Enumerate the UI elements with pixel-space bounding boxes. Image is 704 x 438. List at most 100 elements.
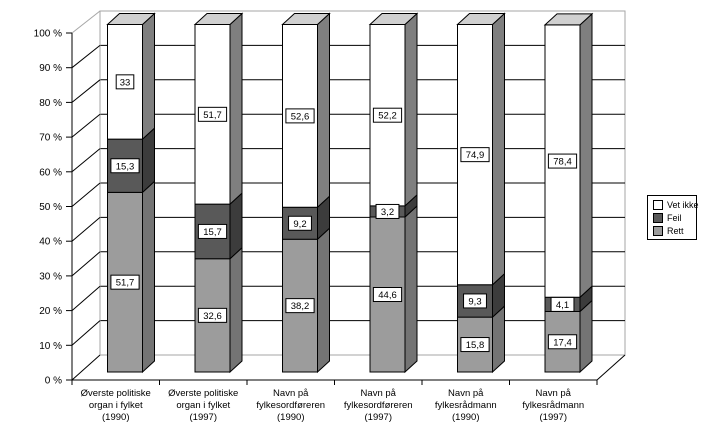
x-category-label: organ i fylket (176, 400, 230, 411)
wall-diagonal-90 (71, 45, 101, 69)
y-tick-label: 50 % (39, 202, 62, 213)
data-label-box (197, 307, 228, 323)
data-label: 15,8 (466, 340, 485, 351)
bar-side-Rett (579, 299, 593, 374)
bar-side-Vet ikke (404, 12, 418, 208)
data-label-box (463, 293, 487, 309)
data-label: 3,2 (381, 207, 394, 218)
y-tick-label: 0 % (45, 376, 62, 387)
data-label-box (110, 274, 140, 290)
wall-diagonal-30 (71, 251, 101, 277)
x-category-label: (1990) (102, 412, 129, 423)
data-label-box (460, 337, 490, 353)
data-label-box (285, 108, 315, 124)
y-tick-label: 80 % (39, 98, 62, 109)
data-label-box (197, 223, 228, 239)
data-label-box (375, 203, 400, 219)
data-label: 74,9 (466, 150, 485, 161)
data-label: 9,2 (293, 219, 306, 230)
legend-label: Feil (667, 213, 682, 223)
data-label-box (460, 147, 490, 163)
bar-top-Vet ikke (368, 13, 419, 25)
legend-item-vet-ikke: Vet ikke (653, 200, 699, 210)
bar-top-Vet ikke (193, 13, 244, 25)
data-label-box (197, 106, 228, 122)
plot-left-wall (72, 11, 100, 380)
data-label-box (372, 107, 403, 123)
legend-label: Rett (667, 226, 684, 236)
data-label: 52,2 (378, 111, 397, 122)
data-label-box (285, 298, 315, 314)
bar-top-Vet ikke (281, 13, 331, 25)
y-tick-label: 20 % (39, 306, 62, 317)
wall-diagonal-0 (71, 354, 101, 381)
data-label-box (547, 334, 578, 350)
wall-diagonal-20 (71, 285, 101, 311)
bar-side-Vet ikke (229, 12, 243, 206)
x-category-label: fylkesrådmann (522, 400, 584, 411)
data-label: 9,3 (468, 296, 481, 307)
bar-side-Vet ikke (579, 12, 593, 299)
x-category-label: Øverste politiske (81, 388, 151, 399)
y-tick-label: 100 % (34, 29, 62, 40)
x-category-label: Navn på (448, 388, 484, 399)
data-label: 17,4 (553, 337, 572, 348)
data-label-box (550, 296, 575, 312)
wall-diagonal-10 (71, 320, 101, 346)
legend-swatch-icon (653, 200, 663, 210)
legend-item-rett: Rett (653, 226, 693, 236)
bar-top-Vet ikke (106, 13, 156, 25)
data-label-box (288, 215, 312, 231)
data-label-box (372, 287, 403, 303)
x-category-label: Øverste politiske (168, 388, 238, 399)
y-tick-label: 90 % (39, 63, 62, 74)
x-category-label: Navn på (273, 388, 309, 399)
y-tick-label: 60 % (39, 167, 62, 178)
data-label-box (115, 74, 135, 90)
data-label: 44,6 (378, 290, 397, 301)
data-label: 33 (120, 77, 131, 88)
x-category-label: organ i fylket (89, 400, 143, 411)
data-label: 51,7 (116, 278, 135, 289)
data-label-box (110, 158, 140, 174)
wall-top-edge (71, 10, 101, 34)
bar-side-Vet ikke (492, 12, 505, 286)
wall-diagonal-70 (71, 113, 101, 138)
data-label-box (547, 153, 578, 169)
x-category-label: (1997) (190, 412, 217, 423)
legend-swatch-icon (653, 213, 663, 223)
x-category-label: (1990) (452, 412, 479, 423)
y-tick-label: 40 % (39, 237, 62, 248)
wall-diagonal-60 (71, 148, 101, 173)
x-category-label: Navn på (536, 388, 572, 399)
data-label: 15,3 (116, 161, 135, 172)
bar-side-Rett (229, 246, 243, 374)
bar-top-Vet ikke (456, 13, 506, 25)
bar-side-Rett (404, 204, 418, 374)
legend-label: Vet ikke (667, 200, 699, 210)
wall-diagonal-40 (71, 217, 101, 242)
data-label: 38,2 (291, 301, 310, 312)
data-label: 78,4 (553, 157, 572, 168)
wall-diagonal-80 (71, 79, 101, 103)
bar-side-Vet ikke (142, 12, 155, 141)
x-category-label: fylkesordføreren (256, 400, 325, 411)
bar-side-Rett (317, 227, 330, 374)
data-label: 32,6 (203, 311, 222, 322)
legend-swatch-icon (653, 226, 663, 236)
x-category-label: (1990) (277, 412, 304, 423)
legend-item-feil: Feil (653, 213, 693, 223)
y-tick-label: 70 % (39, 133, 62, 144)
y-tick-label: 30 % (39, 271, 62, 282)
data-label: 52,6 (291, 111, 310, 122)
x-category-label: (1997) (365, 412, 392, 423)
x-category-label: fylkesordføreren (344, 400, 413, 411)
bar-side-Rett (142, 180, 155, 374)
data-label: 51,7 (203, 110, 222, 121)
x-category-label: fylkesrådmann (435, 400, 497, 411)
wall-diagonal-50 (71, 182, 101, 207)
data-label: 15,7 (203, 227, 222, 238)
floor-right-edge (596, 354, 626, 381)
